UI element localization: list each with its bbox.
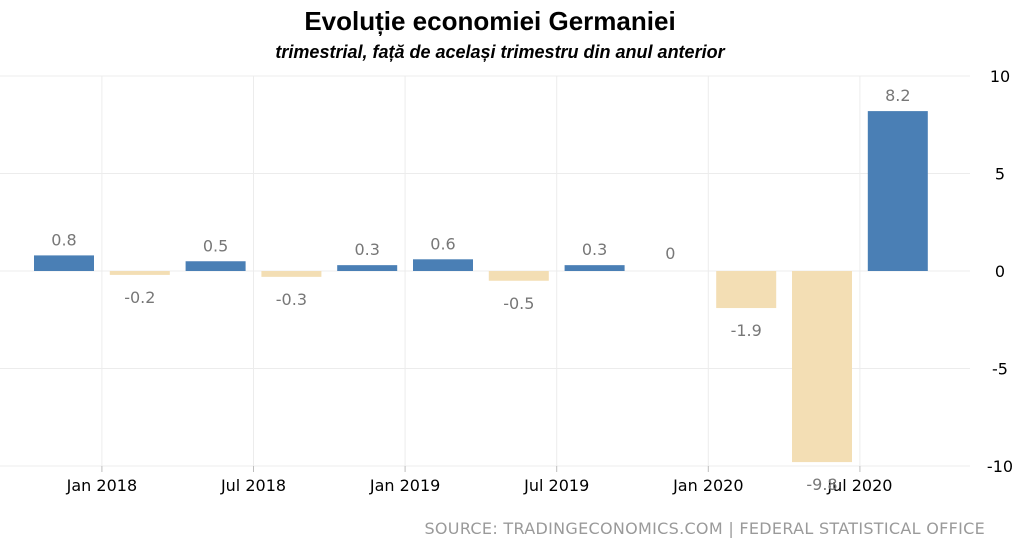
data-label: -9.8 — [806, 475, 837, 494]
y-tick-label: 0 — [995, 262, 1005, 281]
bar — [34, 255, 94, 271]
data-label: 0.6 — [430, 234, 455, 253]
bar — [109, 271, 170, 275]
bar — [867, 111, 928, 271]
bar — [413, 259, 473, 271]
x-tick-label: Jan 2020 — [672, 476, 743, 495]
bar — [792, 271, 852, 463]
data-label: 0.8 — [51, 230, 76, 249]
data-label: 8.2 — [885, 86, 910, 105]
data-label: -1.9 — [731, 321, 762, 340]
bar — [564, 265, 625, 271]
y-tick-label: -10 — [987, 457, 1013, 476]
data-label: 0.3 — [582, 240, 607, 259]
bar — [261, 271, 322, 277]
y-tick-label: 10 — [990, 67, 1010, 86]
data-label: 0.3 — [354, 240, 379, 259]
x-tick-label: Jul 2018 — [220, 476, 286, 495]
y-tick-label: 5 — [995, 165, 1005, 184]
bar — [337, 265, 398, 271]
x-tick-label: Jan 2019 — [369, 476, 440, 495]
chart-subtitle: trimestrial, față de același trimestru d… — [275, 42, 725, 62]
source-note: SOURCE: TRADINGECONOMICS.COM | FEDERAL S… — [424, 519, 985, 538]
x-tick-label: Jul 2020 — [826, 476, 892, 495]
y-tick-label: -5 — [992, 360, 1008, 379]
data-label: 0.5 — [203, 236, 228, 255]
data-label: 0 — [665, 244, 675, 263]
bar — [488, 271, 549, 281]
data-label: -0.3 — [276, 290, 307, 309]
bar — [185, 261, 246, 271]
x-tick-label: Jan 2018 — [66, 476, 137, 495]
data-label: -0.5 — [503, 294, 534, 313]
chart-title: Evoluție economiei Germaniei — [304, 6, 676, 36]
bar — [716, 271, 777, 309]
data-label: -0.2 — [124, 288, 155, 307]
x-tick-label: Jul 2019 — [523, 476, 589, 495]
